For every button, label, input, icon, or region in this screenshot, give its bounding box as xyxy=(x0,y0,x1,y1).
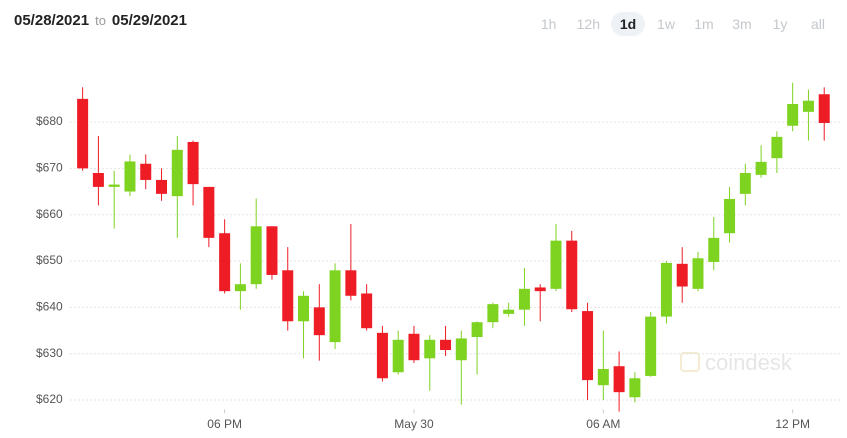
watermark-logo xyxy=(680,352,700,372)
candle-body xyxy=(629,378,641,398)
candle-body xyxy=(108,184,120,187)
candle-body xyxy=(818,94,830,123)
candle-body xyxy=(645,316,657,376)
candle-body xyxy=(424,339,436,359)
range-button[interactable]: 1y xyxy=(772,16,788,32)
candle-body xyxy=(660,262,672,317)
candle-body xyxy=(77,98,89,169)
y-tick-label: $620 xyxy=(36,392,63,406)
candle-body xyxy=(534,287,546,292)
range-selector: 1h 12h 1d 1w 1m 3m 1y all xyxy=(532,12,835,36)
candle-body xyxy=(124,161,136,192)
candle-body xyxy=(250,226,262,285)
candle-body xyxy=(408,333,420,361)
candle-body xyxy=(219,233,231,292)
date-to: 05/29/2021 xyxy=(111,12,187,29)
candle-body xyxy=(692,258,704,289)
candle-body xyxy=(582,311,594,381)
x-tick-label: 12 PM xyxy=(775,417,810,431)
range-button[interactable]: all xyxy=(810,16,825,32)
candle-body xyxy=(440,339,452,350)
candle-body xyxy=(597,368,609,386)
candle-body xyxy=(455,338,467,361)
range-button[interactable]: 1w xyxy=(657,16,675,32)
range-button[interactable]: 1d xyxy=(611,12,645,36)
date-separator: to xyxy=(95,13,106,28)
candle-body xyxy=(156,179,168,194)
candle-body xyxy=(471,322,483,338)
candle-body xyxy=(266,226,278,275)
candle-body xyxy=(234,284,246,292)
candle-body xyxy=(92,173,104,187)
candle-body xyxy=(392,339,404,373)
candle-body xyxy=(676,263,688,287)
candle-body xyxy=(140,163,152,180)
candle-body xyxy=(771,136,783,159)
candle-body xyxy=(613,366,625,393)
candle-body xyxy=(361,293,373,329)
y-tick-label: $680 xyxy=(36,114,63,128)
range-button[interactable]: 1m xyxy=(694,16,714,32)
candle-body xyxy=(345,270,357,296)
y-tick-label: $640 xyxy=(36,300,63,314)
y-tick-label: $630 xyxy=(36,346,63,360)
candle-body xyxy=(298,295,310,322)
candle-body xyxy=(755,161,767,175)
candle-body xyxy=(708,237,720,262)
range-button[interactable]: 1h xyxy=(540,16,557,32)
candle-body xyxy=(376,332,388,379)
candle-body xyxy=(203,186,215,238)
candle-body xyxy=(787,103,799,126)
candle-body xyxy=(724,198,736,234)
candle-body xyxy=(518,288,530,310)
candle-body xyxy=(329,270,341,343)
candle-body xyxy=(802,100,814,112)
candle-body xyxy=(739,173,751,194)
y-tick-label: $660 xyxy=(36,207,63,221)
x-tick-label: 06 AM xyxy=(586,417,620,431)
x-tick-label: May 30 xyxy=(394,417,434,431)
candle-body xyxy=(550,240,562,289)
x-tick-label: 06 PM xyxy=(207,417,242,431)
date-from: 05/28/2021 xyxy=(14,12,90,29)
candle-body xyxy=(566,240,578,310)
range-button[interactable]: 12h xyxy=(576,16,600,32)
candle-body xyxy=(171,149,183,197)
candle-body xyxy=(487,304,499,323)
y-tick-label: $670 xyxy=(36,161,63,175)
candle-body xyxy=(313,307,325,336)
candle-body xyxy=(282,270,294,322)
y-tick-label: $650 xyxy=(36,253,63,267)
date-range: 05/28/2021 to 05/29/2021 xyxy=(14,12,187,29)
range-button[interactable]: 3m xyxy=(732,16,752,32)
candle-body xyxy=(187,141,199,185)
candle-body xyxy=(503,309,515,314)
